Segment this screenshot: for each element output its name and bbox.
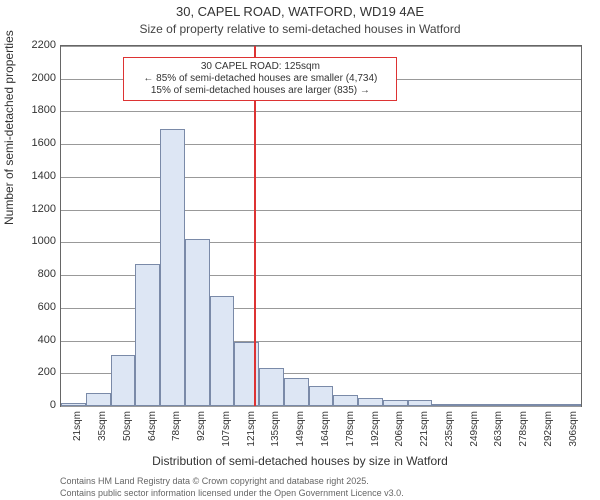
chart-title-sub: Size of property relative to semi-detach…: [0, 22, 600, 36]
y-tick-label: 0: [16, 399, 56, 411]
histogram-bar: [358, 398, 383, 406]
histogram-bar: [61, 403, 86, 406]
y-tick-label: 1800: [16, 104, 56, 116]
histogram-bar: [309, 386, 334, 406]
y-tick-label: 2000: [16, 72, 56, 84]
histogram-bar: [432, 404, 457, 406]
histogram-bar: [383, 400, 408, 406]
gridline: [61, 406, 581, 407]
annotation-line: ← 85% of semi-detached houses are smalle…: [130, 73, 390, 85]
histogram-bar: [333, 395, 358, 406]
chart-container: 30, CAPEL ROAD, WATFORD, WD19 4AE Size o…: [0, 0, 600, 500]
gridline: [61, 177, 581, 178]
chart-title-main: 30, CAPEL ROAD, WATFORD, WD19 4AE: [0, 4, 600, 19]
x-axis-label: Distribution of semi-detached houses by …: [0, 454, 600, 468]
gridline: [61, 111, 581, 112]
histogram-bar: [556, 404, 581, 406]
gridline: [61, 144, 581, 145]
y-tick-label: 800: [16, 268, 56, 280]
histogram-bar: [408, 400, 433, 406]
y-tick-label: 2200: [16, 39, 56, 51]
annotation-line: 15% of semi-detached houses are larger (…: [130, 85, 390, 97]
y-tick-label: 200: [16, 366, 56, 378]
histogram-bar: [284, 378, 309, 406]
histogram-bar: [135, 264, 160, 406]
histogram-bar: [259, 368, 284, 406]
y-axis-label: Number of semi-detached properties: [2, 30, 16, 225]
annotation-box: 30 CAPEL ROAD: 125sqm← 85% of semi-detac…: [123, 57, 397, 101]
y-tick-label: 400: [16, 334, 56, 346]
histogram-bar: [507, 404, 532, 406]
histogram-bar: [160, 129, 185, 406]
y-tick-label: 1400: [16, 170, 56, 182]
histogram-bar: [111, 355, 136, 406]
histogram-bar: [185, 239, 210, 406]
y-tick-label: 600: [16, 301, 56, 313]
copyright-line-1: Contains HM Land Registry data © Crown c…: [60, 476, 369, 486]
y-tick-label: 1200: [16, 203, 56, 215]
histogram-bar: [531, 404, 556, 406]
gridline: [61, 242, 581, 243]
copyright-line-2: Contains public sector information licen…: [60, 488, 404, 498]
histogram-bar: [457, 404, 482, 406]
y-tick-label: 1000: [16, 235, 56, 247]
annotation-line: 30 CAPEL ROAD: 125sqm: [130, 61, 390, 73]
gridline: [61, 46, 581, 47]
histogram-bar: [482, 404, 507, 406]
histogram-bar: [86, 393, 111, 406]
plot-area: 30 CAPEL ROAD: 125sqm← 85% of semi-detac…: [60, 45, 582, 407]
y-tick-label: 1600: [16, 137, 56, 149]
histogram-bar: [210, 296, 235, 406]
gridline: [61, 210, 581, 211]
